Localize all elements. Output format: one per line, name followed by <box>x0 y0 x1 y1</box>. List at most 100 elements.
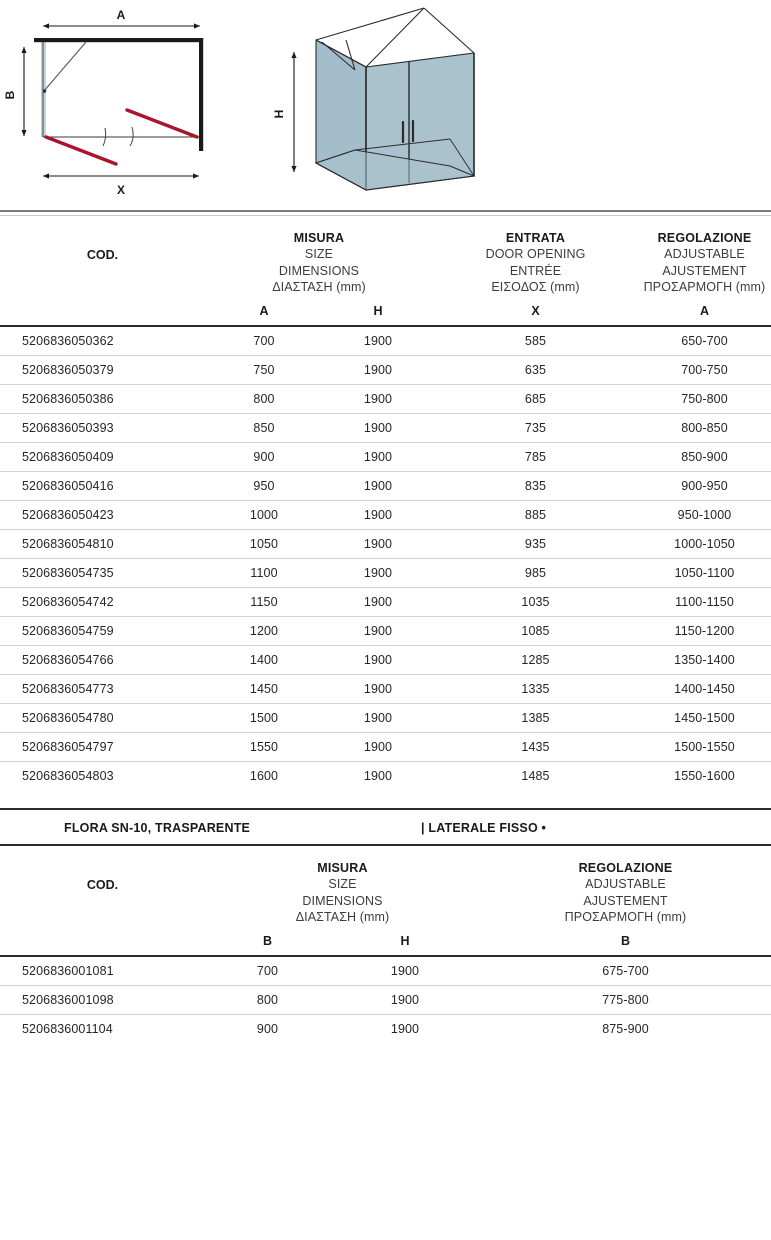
cell-reg: 900-950 <box>638 471 771 501</box>
side-header-misura-l4: ΔΙΑΣΤΑΣΗ (mm) <box>295 909 390 924</box>
header-misura-l3: DIMENSIONS <box>278 263 360 278</box>
main-table-body: 5206836050362 700 1900 585 650-700 5206836050… <box>0 326 771 790</box>
table-row: 5206836001081 700 1900 675-700 <box>0 956 771 986</box>
cell-reg: 1550-1600 <box>674 769 735 783</box>
header-misura: MISURA SIZE DIMENSIONS ΔΙΑΣΤΑΣΗ (mm) <box>205 216 433 295</box>
cell-x: 835 <box>433 471 638 501</box>
cell-reg: 1050-1100 <box>638 558 771 588</box>
table-row: 5206836054735 1100 1900 985 1050-1100 <box>0 558 771 588</box>
side-subheader-cod <box>0 925 205 955</box>
cell-a: 1400 <box>205 645 323 675</box>
cell-h: 1900 <box>323 355 433 385</box>
cell-a: 1450 <box>205 674 323 704</box>
side-table-head: COD. MISURA SIZE DIMENSIONS ΔΙΑΣΤΑΣΗ (mm… <box>0 846 771 957</box>
cell-reg: 650-700 <box>638 326 771 356</box>
cell-x: 1385 <box>433 703 638 733</box>
cell-b: 700 <box>205 956 330 986</box>
cell-cod: 5206836054810 <box>0 529 205 559</box>
side-header-reg-l1: REGOLAZIONE <box>578 861 673 875</box>
side-subheader-reg: B <box>620 934 631 948</box>
cell-cod: 5206836054742 <box>0 587 205 617</box>
cell-reg: 800-850 <box>638 413 771 443</box>
side-header-reg-l2: ADJUSTABLE <box>585 877 666 892</box>
header-misura-l1: MISURA <box>293 231 345 245</box>
side-header-misura: MISURA SIZE DIMENSIONS ΔΙΑΣΤΑΣΗ (mm) <box>205 846 480 925</box>
cell-cod: 5206836054759 <box>0 616 205 646</box>
plan-label-x: X <box>117 183 125 197</box>
cell-x: 1335 <box>433 674 638 704</box>
side-header-cod: COD. <box>86 877 119 892</box>
main-spec-table: COD. MISURA SIZE DIMENSIONS ΔΙΑΣΤΑΣΗ (mm… <box>0 216 771 790</box>
side-header-misura-l1: MISURA <box>317 861 368 875</box>
cell-h: 1900 <box>323 703 433 733</box>
cell-x: 685 <box>433 384 638 414</box>
cell-h: 1900 <box>323 384 433 414</box>
cell-a: 800 <box>205 384 323 414</box>
cell-h: 1900 <box>390 1022 420 1036</box>
cell-cod: 5206836054766 <box>0 645 205 675</box>
side-subheader-row: B H B <box>0 925 771 955</box>
cell-x: 985 <box>433 558 638 588</box>
table-row: 5206836050423 1000 1900 885 950-1000 <box>0 500 771 530</box>
cell-h: 1900 <box>323 442 433 472</box>
side-subheader-b: B <box>262 934 273 948</box>
main-table-head: COD. MISURA SIZE DIMENSIONS ΔΙΑΣΤΑΣΗ (mm… <box>0 216 771 327</box>
table-row: 5206836050386 800 1900 685 750-800 <box>0 384 771 414</box>
cell-reg: 1350-1400 <box>638 645 771 675</box>
cell-h: 1900 <box>323 529 433 559</box>
table-row: 5206836001098 800 1900 775-800 <box>0 985 771 1015</box>
header-misura-l4: ΔΙΑΣΤΑΣΗ (mm) <box>272 279 366 294</box>
cell-h: 1900 <box>323 500 433 530</box>
cell-reg: 1000-1050 <box>638 529 771 559</box>
header-regolazione-l3: AJUSTEMENT <box>662 263 747 278</box>
header-cod: COD. <box>86 247 119 262</box>
cell-a: 1000 <box>205 500 323 530</box>
cell-cod: 5206836050362 <box>0 326 205 356</box>
table-row: 5206836054803 1600 1900 1485 1550-1600 <box>0 762 771 791</box>
cell-cod: 5206836050386 <box>0 384 205 414</box>
cell-cod: 5206836050379 <box>0 355 205 385</box>
cell-a: 1200 <box>205 616 323 646</box>
side-header-reg-l3: AJUSTEMENT <box>583 893 668 908</box>
cell-h: 1900 <box>323 732 433 762</box>
cell-h: 1900 <box>323 413 433 443</box>
cell-cod: 5206836050416 <box>0 471 205 501</box>
subheader-reg: A <box>699 304 710 318</box>
banner-right-text: | LATERALE FISSO • <box>421 821 547 835</box>
header-entrata: ENTRATA DOOR OPENING ENTRÉE ΕΙΣΟΔΟΣ (mm) <box>433 216 638 295</box>
cell-h: 1900 <box>330 985 480 1015</box>
cell-x: 735 <box>433 413 638 443</box>
cell-cod: 5206836054735 <box>0 558 205 588</box>
cell-reg: 875-900 <box>602 1022 649 1036</box>
cell-x: 785 <box>433 442 638 472</box>
cell-reg: 1450-1500 <box>638 703 771 733</box>
iso-label-h: H <box>272 110 286 119</box>
table-row: 5206836054759 1200 1900 1085 1150-1200 <box>0 616 771 646</box>
subheader-a: A <box>259 304 269 318</box>
subheader-x: X <box>531 304 540 318</box>
plan-label-a: A <box>117 8 126 22</box>
cell-reg: 675-700 <box>480 956 771 986</box>
side-header-misura-l3: DIMENSIONS <box>302 893 383 908</box>
header-entrata-l1: ENTRATA <box>505 231 566 245</box>
section-banner: FLORA SN-10, TRASPARENTE | LATERALE FISS… <box>0 808 771 846</box>
cell-a: 750 <box>205 355 323 385</box>
cell-h: 1900 <box>323 558 433 588</box>
table-row: 5206836050379 750 1900 635 700-750 <box>0 355 771 385</box>
diagram-strip: A B <box>0 0 771 210</box>
banner-left-text: FLORA SN-10, TRASPARENTE <box>64 821 251 835</box>
cell-a: 850 <box>205 413 323 443</box>
cell-cod: 5206836054780 <box>0 703 205 733</box>
table-row: 5206836054773 1450 1900 1335 1400-1450 <box>0 674 771 704</box>
section-banner-wrap: FLORA SN-10, TRASPARENTE | LATERALE FISS… <box>0 808 771 846</box>
table-row: 5206836001104 900 1900 875-900 <box>0 1015 771 1044</box>
side-header-misura-l2: SIZE <box>328 877 357 892</box>
table-row: 5206836050393 850 1900 735 800-850 <box>0 413 771 443</box>
cell-a: 1150 <box>205 587 323 617</box>
header-regolazione-l2: ADJUSTABLE <box>664 247 745 262</box>
cell-a: 700 <box>205 326 323 356</box>
side-table-block: COD. MISURA SIZE DIMENSIONS ΔΙΑΣΤΑΣΗ (mm… <box>0 846 771 1043</box>
header-misura-l2: SIZE <box>304 247 334 262</box>
cell-reg: 1500-1550 <box>638 732 771 762</box>
side-subheader-h: H <box>400 934 410 948</box>
